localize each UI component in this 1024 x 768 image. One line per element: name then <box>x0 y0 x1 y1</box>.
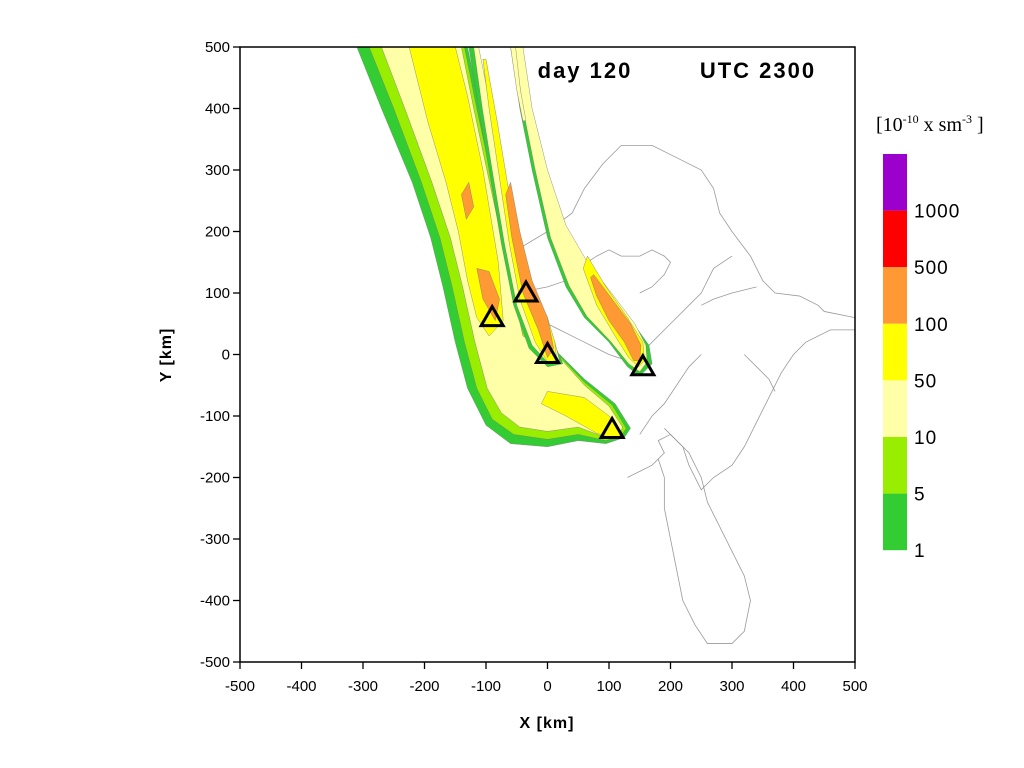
title-day: day 120 <box>538 58 633 83</box>
plume-outer-level-7 <box>541 391 623 440</box>
x-tick-label: 300 <box>719 678 744 695</box>
title-time: UTC 2300 <box>700 58 816 83</box>
x-tick-label: -100 <box>471 678 501 695</box>
colorbar-level-label: 10 <box>914 428 937 449</box>
colorbar-swatch <box>883 493 907 551</box>
x-tick-label: -300 <box>348 678 378 695</box>
colorbar-level-label: 500 <box>914 258 949 279</box>
plot-area <box>240 47 855 662</box>
source-marker-4 <box>598 415 626 440</box>
plume-layer <box>356 47 653 447</box>
colorbar-level-label: 5 <box>914 485 926 506</box>
colorbar-swatch <box>883 154 907 211</box>
x-tick-label: 500 <box>842 678 867 695</box>
plume-outer-level-3 <box>408 47 504 337</box>
coastline-1 <box>473 249 671 306</box>
x-tick-label: -400 <box>286 678 316 695</box>
y-tick-label: -500 <box>200 654 230 671</box>
y-axis-label: Y [km] <box>158 328 175 383</box>
source-marker-3 <box>629 352 657 377</box>
source-layer <box>478 279 657 440</box>
plume-outer-level-5 <box>461 181 474 220</box>
coastline-4 <box>744 354 776 392</box>
y-tick-label: -100 <box>200 408 230 425</box>
y-tick-label: 0 <box>222 347 230 364</box>
y-tick-label: 100 <box>205 285 230 302</box>
y-tick-label: 200 <box>205 224 230 241</box>
x-tick-label: 200 <box>658 678 683 695</box>
plume-east <box>510 47 653 377</box>
y-tick-label: 500 <box>205 39 230 56</box>
colorbar-swatch <box>883 323 907 381</box>
x-axis: -500 -400 -300 -200 -100 0 100 200 300 400 500 <box>225 662 868 695</box>
y-tick-label: -300 <box>200 531 230 548</box>
x-axis-label: X [km] <box>520 715 575 732</box>
y-tick-label: 300 <box>205 162 230 179</box>
source-marker-2 <box>533 340 562 364</box>
colorbar-units: [10-10 x sm-3 ] <box>876 112 984 136</box>
y-tick-label: -400 <box>200 593 230 610</box>
x-tick-label: 100 <box>596 678 621 695</box>
coastline-3 <box>701 286 757 306</box>
plume-east-level-3 <box>590 274 642 361</box>
x-tick-label: -200 <box>409 678 439 695</box>
y-axis: 500 400 300 200 100 0 -100 -200 -300 -400 -500 <box>200 39 240 671</box>
colorbar-swatch <box>883 210 907 268</box>
x-tick-label: 0 <box>543 678 551 695</box>
colorbar-level-label: 50 <box>914 371 937 392</box>
plume-strip-level-0 <box>510 47 527 122</box>
coastline-5 <box>657 428 751 644</box>
source-marker-1 <box>512 279 540 303</box>
source-marker-0 <box>478 303 506 328</box>
y-tick-label: -200 <box>200 470 230 487</box>
colorbar-swatch <box>883 437 907 494</box>
colorbar-swatch <box>883 267 907 324</box>
colorbar-level-label: 1 <box>914 541 926 562</box>
colorbar-level-label: 1000 <box>914 202 960 223</box>
x-tick-label: -500 <box>225 678 255 695</box>
colorbar-swatch <box>883 380 907 437</box>
plume-middle-level-3 <box>505 181 554 359</box>
y-tick-label: 400 <box>205 101 230 118</box>
x-tick-label: 400 <box>781 678 806 695</box>
coastline-0 <box>470 144 855 491</box>
colorbar: 1000 500 100 50 10 5 1 <box>883 154 960 562</box>
plume-strip <box>510 47 527 122</box>
coastline-6 <box>639 354 702 435</box>
colorbar-level-label: 100 <box>914 315 949 336</box>
